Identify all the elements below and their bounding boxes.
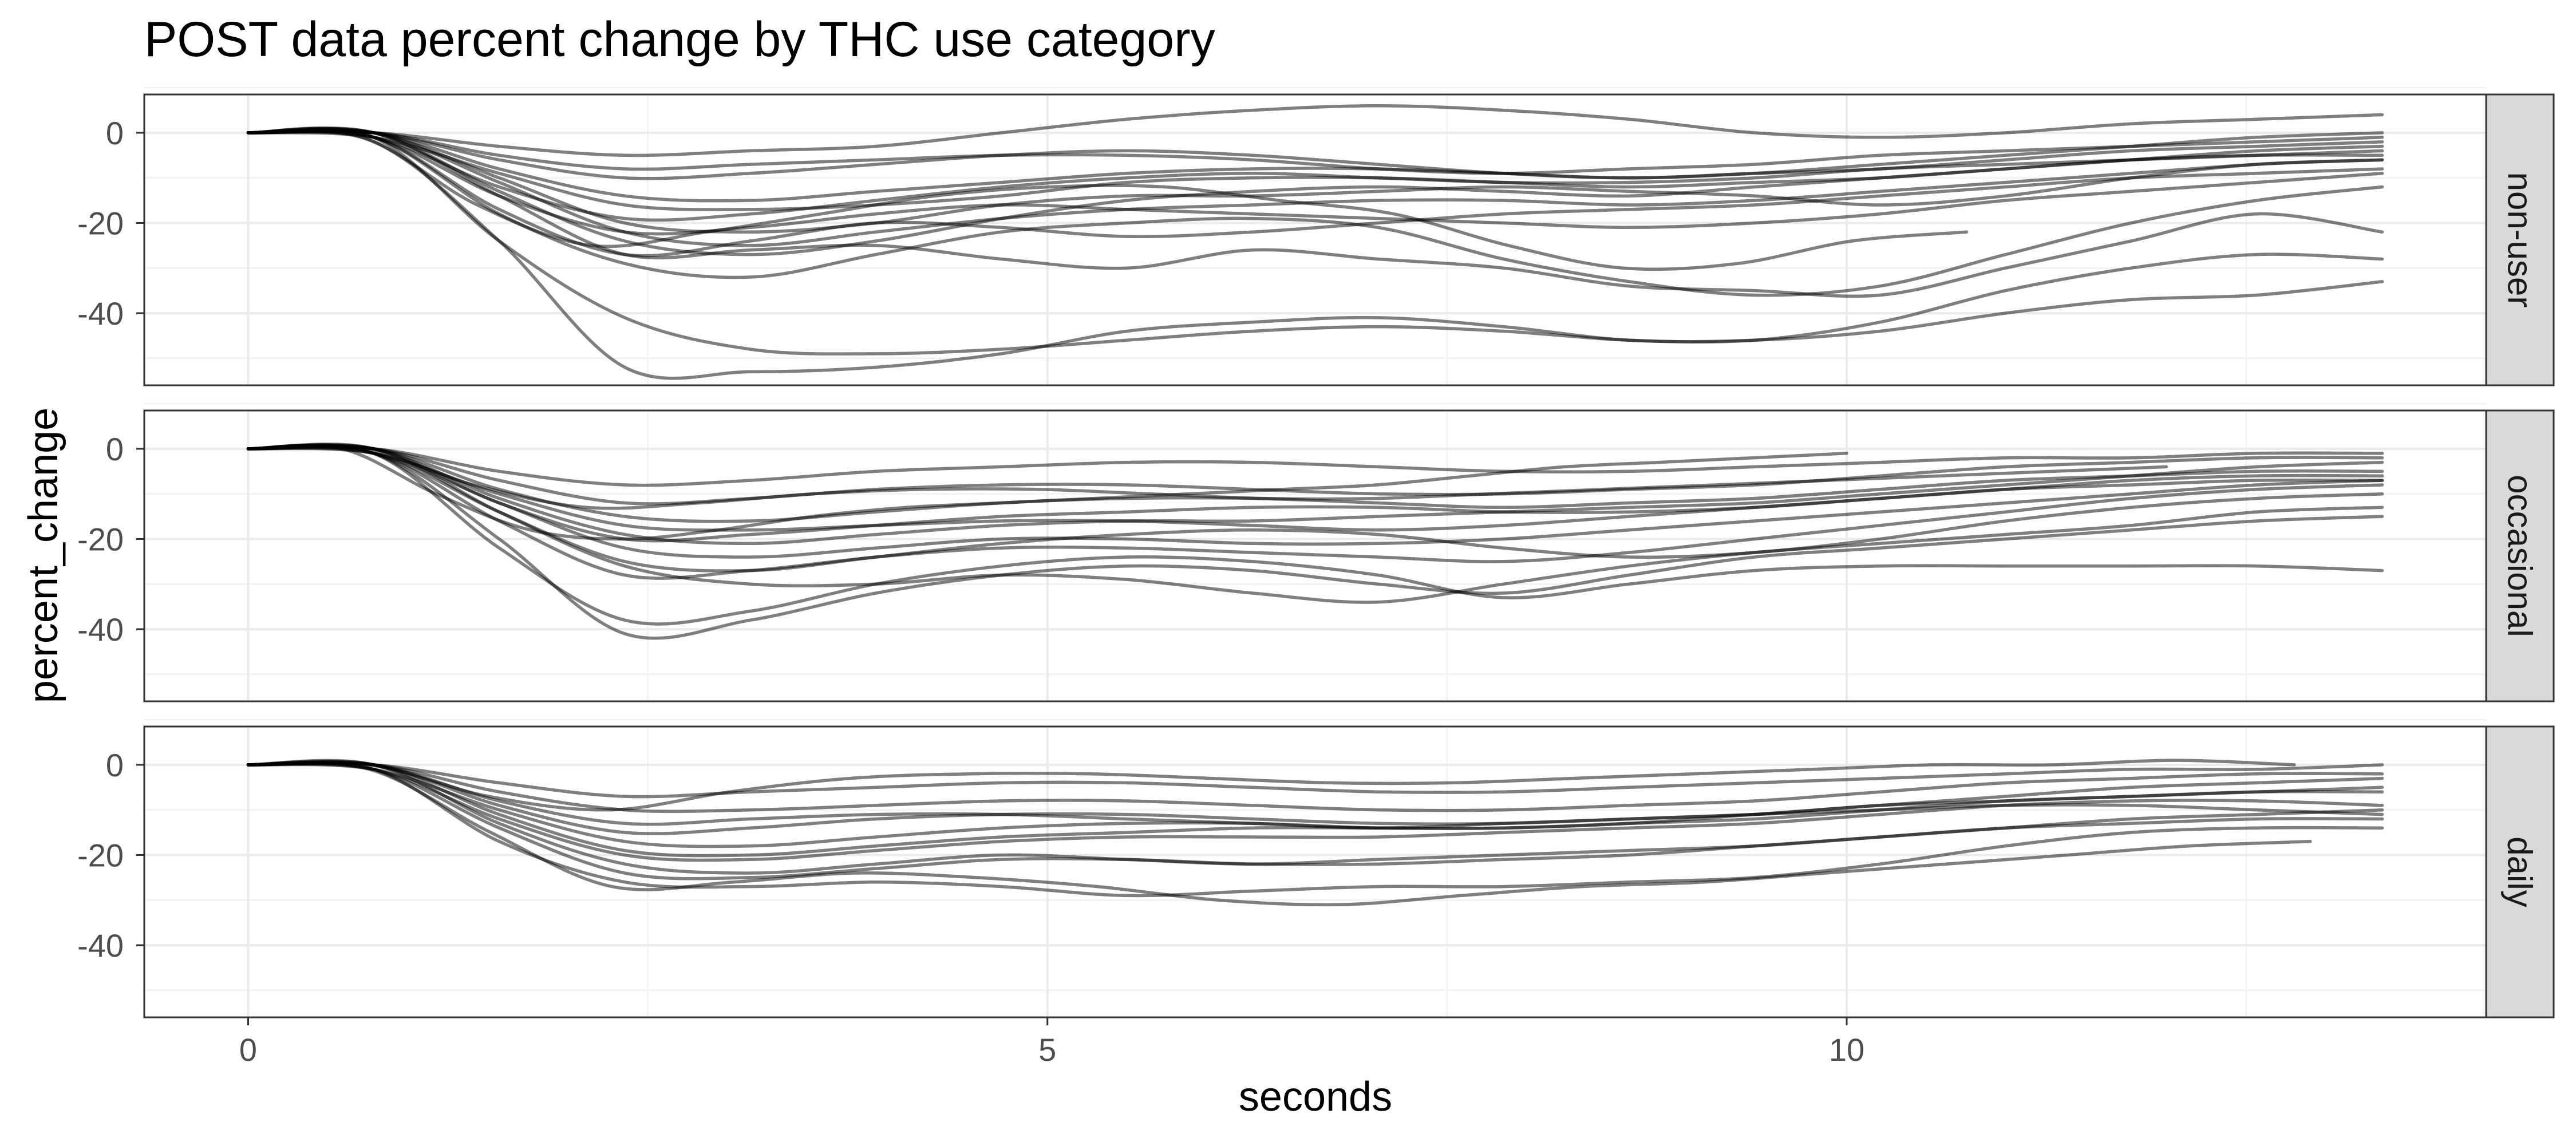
facet-panels: 0 -20 -40 non-user 0 -20 -40 occasional 0 -20 -40 d… [77,86,2555,1018]
chart-title: POST data percent change by THC use cate… [144,12,1215,67]
y-tick-label: 0 [106,431,124,467]
facet-strip-label: non-user [2501,172,2539,308]
x-tick-label: 5 [1038,1032,1056,1068]
series-line-non-user-16 [246,127,2384,247]
x-tick-label: 10 [1829,1032,1864,1068]
series-line-non-user-11 [246,129,2384,258]
series-line-occasional-3 [246,443,2384,604]
series-line-occasional-5 [246,445,2384,572]
facet-strip-label: daily [2501,836,2539,907]
series-line-occasional-7 [246,443,2384,546]
series-line-non-user-14 [246,129,2384,175]
series-line-daily-1 [246,761,2312,907]
series-line-non-user-15 [246,130,2384,222]
series-line-daily-8 [246,761,2384,799]
series-line-occasional-14 [246,447,2384,532]
x-tick-label: 0 [239,1032,257,1068]
series-line-daily-4 [246,759,2296,812]
series-line-daily-2 [246,761,2384,898]
x-axis-title: seconds [1239,1074,1392,1120]
series-line-non-user-12 [246,128,2384,203]
series-line-occasional-9 [246,445,2384,487]
y-tick-label: -40 [77,927,124,964]
y-tick-label: -40 [77,295,124,331]
facet-panel-occasional: 0 -20 -40 occasional [77,402,2555,702]
x-axis: 0 5 10 [239,1017,1864,1068]
series-line-occasional-1 [246,443,2384,626]
series-line-non-user-10 [246,127,2384,256]
facet-strip [2485,409,2555,702]
series-line-non-user-13 [246,129,2384,236]
series-line-occasional-6 [246,445,2384,506]
series-line-daily-12 [246,760,2384,830]
series-line-non-user-2 [246,129,2384,380]
y-axis-title: percent_change [21,408,66,703]
y-tick-label: 0 [106,747,124,783]
series-line-non-user-1 [246,104,2384,157]
series-line-occasional-11 [246,446,2384,559]
facet-strip [2485,93,2555,386]
series-line-occasional-12 [246,444,2168,510]
series-line-daily-6 [246,761,2384,814]
facet-strip-label: occasional [2501,475,2539,637]
y-tick-label: -20 [77,521,124,557]
y-tick-label: -20 [77,837,124,873]
series-line-occasional-8 [246,445,2384,580]
series-line-non-user-5 [246,128,2384,297]
series-line-daily-10 [246,761,2384,881]
y-tick-label: 0 [106,115,124,151]
series-line-occasional-2 [246,444,2384,640]
series-line-daily-7 [246,762,2384,862]
series-line-daily-11 [246,759,2384,858]
facet-panel-daily: 0 -20 -40 daily [77,718,2555,1018]
series-line-non-user-3 [246,127,2384,356]
facet-strip [2485,725,2555,1018]
y-tick-label: -40 [77,611,124,647]
y-tick-label: -20 [77,205,124,241]
facet-panel-non-user: 0 -20 -40 non-user [77,86,2555,386]
series-line-non-user-9 [246,129,2384,180]
